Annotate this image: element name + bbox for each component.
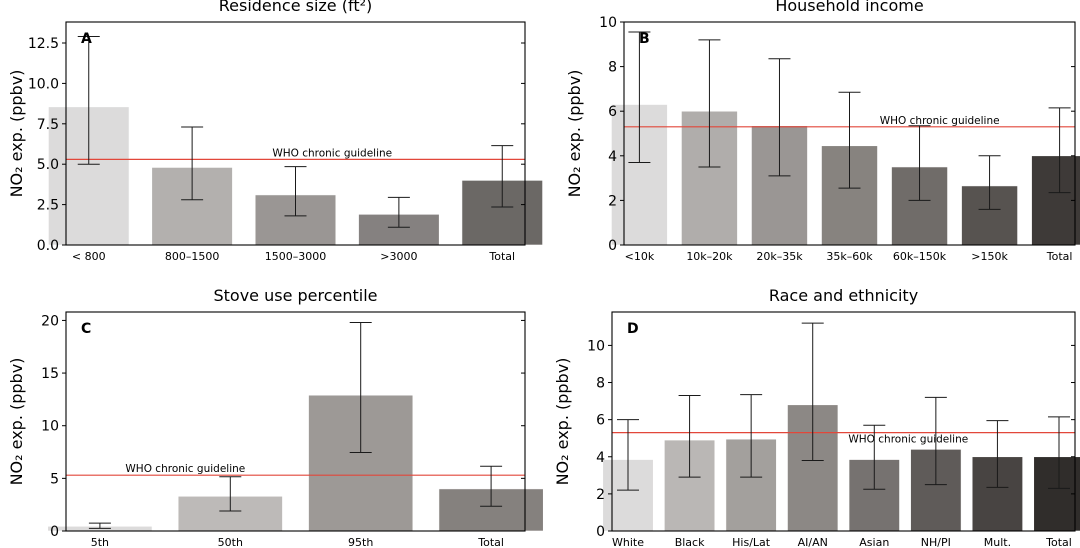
y-tick-label: 15	[41, 366, 59, 382]
error-bar-2	[678, 395, 701, 478]
y-tick-label: 2	[608, 193, 617, 209]
y-axis-label: NO₂ exp. (ppbv)	[7, 70, 26, 198]
panel-title: Household income	[775, 0, 923, 15]
plot-frame	[623, 21, 1076, 246]
error-bar-3	[768, 58, 791, 177]
x-tick-label: >150k	[971, 250, 1008, 263]
error-bar-5	[491, 145, 514, 208]
y-tick-label: 0	[50, 524, 59, 540]
y-axis-label: NO₂ exp. (ppbv)	[565, 70, 584, 198]
y-tick-label: 0.0	[37, 238, 59, 254]
error-bar-4	[387, 196, 410, 228]
x-tick-label: 60k–150k	[893, 250, 947, 263]
y-tick-label: 4	[596, 450, 605, 466]
plot-frame	[65, 311, 526, 532]
panel-letter: A	[81, 31, 92, 47]
x-tick-label: His/Lat	[732, 536, 771, 548]
error-bar-5	[863, 424, 886, 490]
x-tick-label: 35k–60k	[826, 250, 873, 263]
y-tick-label: 10	[587, 338, 605, 354]
plot-frame	[65, 21, 526, 246]
y-tick-label: 7.5	[37, 117, 59, 133]
x-tick-label: 1500–3000	[265, 250, 327, 263]
panel-title: Race and ethnicity	[769, 286, 918, 305]
who-guideline-label: WHO chronic guideline	[125, 463, 245, 475]
x-tick-label: Total	[1045, 536, 1072, 548]
who-guideline-label: WHO chronic guideline	[272, 147, 392, 159]
y-tick-label: 10.0	[28, 76, 59, 92]
error-bar-5	[908, 125, 931, 201]
error-bar-7	[1048, 107, 1071, 194]
x-tick-label: Total	[488, 250, 515, 263]
panel-letter: B	[639, 31, 650, 47]
y-tick-label: 8	[608, 60, 617, 76]
error-bar-6	[978, 155, 1001, 210]
y-tick-label: 5	[50, 471, 59, 487]
x-tick-label: 20k–35k	[756, 250, 803, 263]
x-tick-label: Black	[675, 536, 705, 548]
y-axis-label: NO₂ exp. (ppbv)	[7, 358, 26, 486]
x-tick-label: >3000	[380, 250, 417, 263]
x-tick-label: Asian	[859, 536, 889, 548]
error-bar-1	[77, 36, 100, 165]
error-bar-2	[698, 39, 721, 168]
error-bar-1	[88, 522, 111, 529]
x-tick-label: Mult.	[984, 536, 1011, 548]
panel-d: Race and ethnicity NO₂ exp. (ppbv) WHO chr…	[553, 286, 1080, 548]
error-bar-1	[617, 419, 640, 491]
x-tick-label: NH/PI	[921, 536, 951, 548]
error-bar-2	[181, 126, 204, 201]
panel-title: Residence size (ft²)	[219, 0, 373, 15]
x-tick-label: 10k–20k	[686, 250, 733, 263]
error-bar-4	[838, 91, 861, 189]
panel-a: Residence size (ft²) NO₂ exp. (ppbv) WHO c…	[7, 0, 543, 263]
x-tick-label: 50th	[218, 536, 243, 548]
x-tick-label: < 800	[72, 250, 106, 263]
plot-frame	[611, 311, 1076, 532]
y-axis-label: NO₂ exp. (ppbv)	[553, 358, 572, 486]
y-tick-label: 0	[608, 238, 617, 254]
error-bar-4	[801, 322, 824, 461]
y-tick-label: 2.5	[37, 198, 59, 214]
y-tick-label: 12.5	[28, 36, 59, 52]
y-tick-label: 20	[41, 313, 59, 329]
x-tick-label: White	[612, 536, 644, 548]
x-tick-label: Total	[477, 536, 504, 548]
who-guideline-label: WHO chronic guideline	[880, 115, 1000, 127]
y-tick-label: 6	[608, 104, 617, 120]
error-bar-3	[740, 394, 763, 478]
x-tick-label: AI/AN	[798, 536, 828, 548]
y-tick-label: 6	[596, 413, 605, 429]
x-tick-label: 5th	[91, 536, 109, 548]
error-bar-6	[924, 396, 947, 486]
error-bar-1	[628, 31, 651, 163]
x-tick-label: Total	[1046, 250, 1073, 263]
panel-letter: D	[627, 321, 639, 337]
error-bar-7	[986, 420, 1009, 488]
y-tick-label: 2	[596, 487, 605, 503]
panel-title: Stove use percentile	[213, 286, 377, 305]
y-tick-label: 10	[41, 419, 59, 435]
y-tick-label: 4	[608, 149, 617, 165]
panel-b: Household income NO₂ exp. (ppbv) WHO chron…	[565, 0, 1080, 263]
panel-letter: C	[81, 321, 91, 337]
x-tick-label: 95th	[348, 536, 373, 548]
y-tick-label: 5.0	[37, 157, 59, 173]
x-tick-label: 800–1500	[165, 250, 220, 263]
error-bar-8	[1047, 416, 1070, 489]
panel-c: Stove use percentile NO₂ exp. (ppbv) WHO c…	[7, 286, 544, 548]
y-tick-label: 10	[599, 15, 617, 31]
error-bar-3	[349, 322, 372, 454]
error-bar-3	[284, 166, 307, 217]
y-tick-label: 0	[596, 524, 605, 540]
x-tick-label: <10k	[625, 250, 655, 263]
y-tick-label: 8	[596, 376, 605, 392]
error-bar-2	[219, 476, 242, 512]
error-bar-4	[480, 465, 503, 507]
who-guideline-label: WHO chronic guideline	[848, 434, 968, 446]
